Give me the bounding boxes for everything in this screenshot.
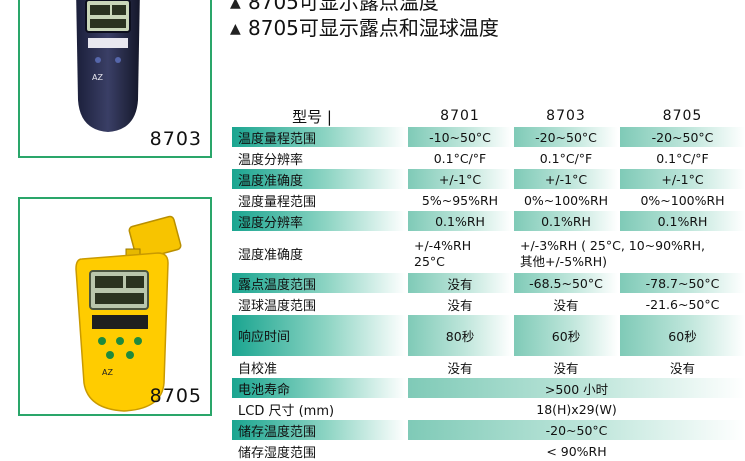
spec-value: 0.1%RH xyxy=(514,211,618,231)
spec-row: LCD 尺寸 (mm) 18(H)x29(W) xyxy=(232,399,745,419)
spec-value: +/-1°C xyxy=(408,169,512,189)
spec-label: 响应时间 xyxy=(232,315,406,356)
spec-row: 电池寿命 >500 小时 xyxy=(232,378,745,398)
spec-label: 湿度量程范围 xyxy=(238,194,317,210)
warning-triangle-icon: ▲ xyxy=(230,0,241,11)
spec-value: 0.1%RH xyxy=(408,211,512,231)
spec-row: 温度准确度 +/-1°C +/-1°C +/-1°C xyxy=(232,169,745,189)
spec-value: 80秒 xyxy=(408,315,512,356)
spec-row: 湿度准确度 +/-4%RH 25°C +/-3%RH ( 25°C, 10~90%RH… xyxy=(232,236,745,271)
model-header-8705: 8705 xyxy=(662,108,703,124)
spec-value: < 90%RH xyxy=(546,443,607,459)
spec-label: 湿球温度范围 xyxy=(238,298,317,314)
product-card-8705: AZ 8705 xyxy=(18,197,212,416)
spec-label: 温度准确度 xyxy=(232,169,406,189)
spec-label: LCD 尺寸 (mm) xyxy=(238,403,335,419)
spec-row: 湿度量程范围 5%~95%RH 0%~100%RH 0%~100%RH xyxy=(232,190,745,210)
spec-value: +/-1°C xyxy=(620,169,745,189)
model-header-8703: 8703 xyxy=(546,108,586,124)
product-card-8703: AZ 8703 xyxy=(18,0,212,158)
spec-value: 没有 xyxy=(553,297,579,313)
spec-value: 没有 xyxy=(553,360,579,376)
spec-value: 没有 xyxy=(447,360,473,376)
feature-line: ▲ 8705可显示露点和湿球温度 xyxy=(230,16,499,40)
spec-value: -68.5~50°C xyxy=(514,273,618,293)
spec-value: >500 小时 xyxy=(408,378,745,398)
spec-value: -21.6~50°C xyxy=(645,296,720,312)
spec-value: 18(H)x29(W) xyxy=(536,401,617,417)
spec-label: 储存湿度范围 xyxy=(238,445,317,461)
brand-logo-8705: AZ xyxy=(102,368,113,377)
feature-line: ▲ 8705可显示露点温度 xyxy=(230,0,439,15)
spec-value: -10~50°C xyxy=(408,127,512,147)
spec-value: 0%~100%RH xyxy=(523,192,609,208)
spec-row: 温度分辨率 0.1°C/°F 0.1°C/°F 0.1°C/°F xyxy=(232,148,745,168)
spec-header-row: 型号 | 8701 8703 8705 xyxy=(232,106,745,126)
spec-label: 温度量程范围 xyxy=(232,127,406,147)
spec-value: 60秒 xyxy=(514,315,618,356)
spec-row: 自校准 没有 没有 没有 xyxy=(232,357,745,377)
spec-label: 露点温度范围 xyxy=(232,273,406,293)
spec-value: -20~50°C xyxy=(514,127,618,147)
spec-label: 湿度分辨率 xyxy=(232,211,406,231)
spec-label: 温度分辨率 xyxy=(238,152,304,168)
hygrometer-8705-image: AZ xyxy=(75,215,182,412)
warning-triangle-icon: ▲ xyxy=(230,21,241,37)
spec-value: 0.1°C/°F xyxy=(539,150,593,166)
spec-label: 自校准 xyxy=(238,361,278,377)
spec-label: 电池寿命 xyxy=(232,378,406,398)
spec-value: +/-4%RH 25°C xyxy=(414,237,472,269)
spec-value: 0.1°C/°F xyxy=(433,150,487,166)
spec-row: 湿度分辨率 0.1%RH 0.1%RH 0.1%RH xyxy=(232,211,745,231)
spec-value: 0%~100%RH xyxy=(640,192,725,208)
spec-value: -78.7~50°C xyxy=(620,273,745,293)
spec-value: 0.1°C/°F xyxy=(656,150,709,166)
spec-row: 温度量程范围 -10~50°C -20~50°C -20~50°C xyxy=(232,127,745,147)
spec-row: 湿球温度范围 没有 没有 -21.6~50°C xyxy=(232,294,745,314)
spec-value: 没有 xyxy=(669,360,695,376)
hygrometer-8703-image: AZ xyxy=(76,0,140,132)
product-model-8703: 8703 xyxy=(149,128,202,150)
spec-value: +/-1°C xyxy=(514,169,618,189)
spec-value: +/-3%RH ( 25°C, 10~90%RH, 其他+/-5%RH) xyxy=(520,237,705,269)
spec-row: 露点温度范围 没有 -68.5~50°C -78.7~50°C xyxy=(232,273,745,293)
model-header-label: 型号 | xyxy=(292,107,332,126)
spec-label: 储存温度范围 xyxy=(232,420,406,440)
spec-value: 没有 xyxy=(447,297,473,313)
product-model-8705: 8705 xyxy=(149,385,202,407)
spec-label: 湿度准确度 xyxy=(238,248,304,263)
brand-logo-8703: AZ xyxy=(92,73,103,82)
spec-value: 60秒 xyxy=(620,315,745,356)
model-header-8701: 8701 xyxy=(440,108,480,124)
spec-value: 0.1%RH xyxy=(620,211,745,231)
spec-row: 响应时间 80秒 60秒 60秒 xyxy=(232,315,745,356)
spec-value: -20~50°C xyxy=(408,420,745,440)
spec-row: 储存湿度范围 < 90%RH xyxy=(232,441,745,461)
spec-value: 没有 xyxy=(408,273,512,293)
spec-value: -20~50°C xyxy=(620,127,745,147)
spec-row: 储存温度范围 -20~50°C xyxy=(232,420,745,440)
spec-value: 5%~95%RH xyxy=(421,192,499,208)
